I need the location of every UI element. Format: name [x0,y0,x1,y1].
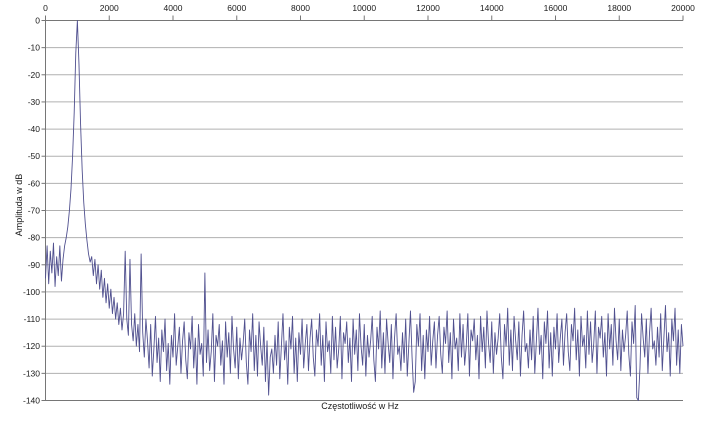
y-tick-label: -30 [28,97,41,107]
y-tick-label: 0 [35,16,40,26]
x-tick-label: 4000 [164,3,183,13]
y-tick-label: -60 [28,178,41,188]
x-tick-label: 14000 [480,3,504,13]
y-tick-label: -90 [28,260,41,270]
x-tick-label: 2000 [100,3,119,13]
x-tick-label: 20000 [671,3,695,13]
y-tick-label: -100 [23,287,40,297]
y-tick-label: -120 [23,341,40,351]
y-axis-title: Amplituda w dB [14,173,24,237]
spectrum-line [45,20,684,401]
y-tick-label: -70 [28,206,41,216]
y-tick-label: -130 [23,368,40,378]
x-tick-label: 16000 [544,3,568,13]
y-tick-label: -20 [28,70,41,80]
y-tick-label: -110 [24,314,41,324]
x-axis-title: Częstotliwość w Hz [321,401,399,411]
y-tick-label: -40 [28,124,41,134]
x-tick-label: 18000 [607,3,631,13]
x-tick-label: 8000 [291,3,310,13]
x-tick-label: 10000 [352,3,376,13]
y-tick-label: -140 [23,396,40,406]
y-tick-label: -10 [28,43,41,53]
y-tick-label: -50 [28,151,41,161]
y-tick-label: -80 [28,233,41,243]
x-tick-label: 12000 [416,3,440,13]
x-tick-label: 0 [43,3,48,13]
x-tick-label: 6000 [227,3,246,13]
